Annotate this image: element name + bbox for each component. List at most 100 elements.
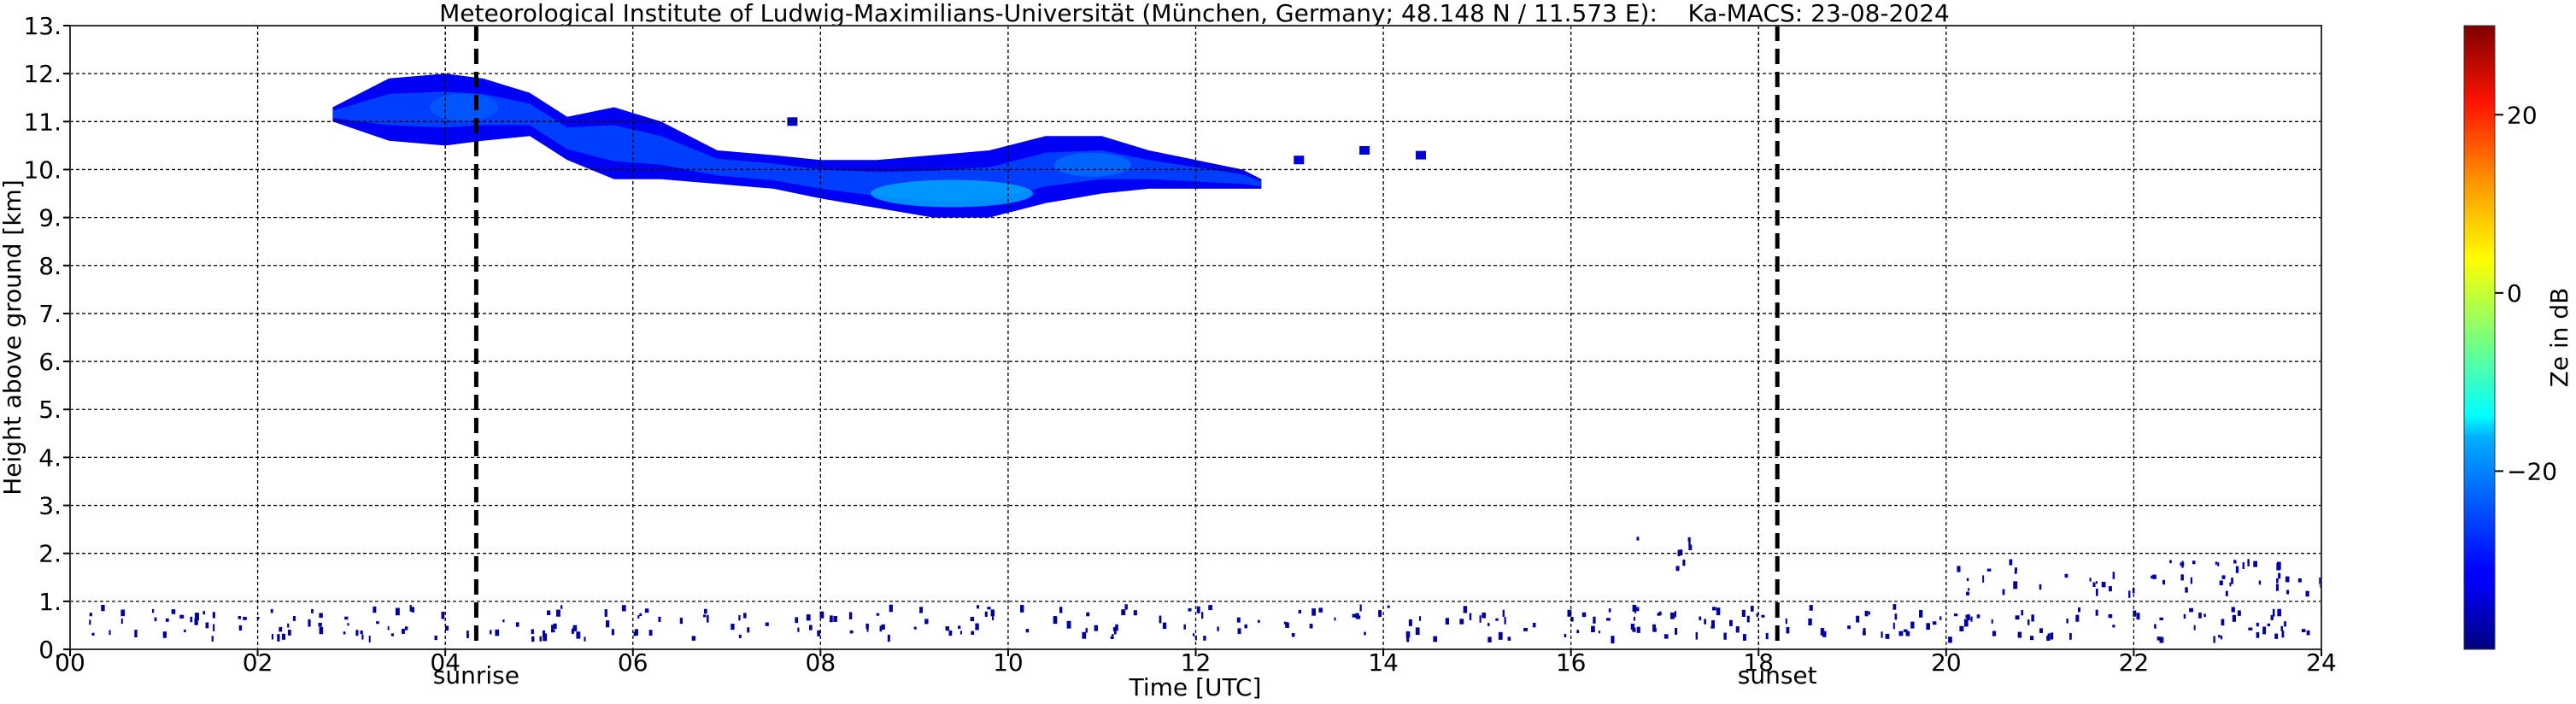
clutter-speckle (1236, 617, 1241, 623)
clutter-speckle (165, 618, 169, 622)
clutter-speckle (1741, 609, 1746, 618)
clutter-speckle (1406, 637, 1410, 642)
clutter-speckle (703, 608, 707, 614)
clutter-speckle (212, 612, 215, 619)
colorbar: 20 0 −20 Ze in dB (2463, 25, 2573, 650)
clutter-speckle (1658, 611, 1662, 616)
clutter-speckle (1986, 568, 1992, 572)
clutter-speckle (319, 626, 324, 635)
clutter-speckle (1570, 617, 1574, 622)
clutter-speckle (1682, 560, 1686, 566)
y-axis-label: Height above ground [km] (0, 179, 26, 496)
clutter-speckle (2256, 631, 2260, 638)
clutter-speckle (277, 634, 280, 642)
chart-title: Meteorological Institute of Ludwig-Maxim… (439, 0, 1950, 27)
y-tick-label: 2. (38, 540, 62, 568)
clutter-speckle (2270, 614, 2274, 620)
clutter-speckle (848, 612, 853, 619)
clutter-speckle (2017, 631, 2022, 638)
clutter-speckle (731, 624, 735, 631)
clutter-speckle (2217, 562, 2220, 566)
clutter-speckle (281, 633, 286, 640)
clutter-speckle (194, 618, 198, 625)
clutter-speckle (1957, 566, 1961, 572)
clutter-speckle (2015, 615, 2020, 620)
clutter-speckle (1632, 627, 1636, 632)
clutter-speckle (1742, 634, 1746, 641)
clutter-speckle (1761, 614, 1765, 618)
clutter-speckle (495, 629, 500, 637)
clutter-speckle (1318, 607, 1323, 613)
clutter-speckle (1159, 615, 1162, 624)
clutter-speckle (2278, 572, 2281, 579)
clutter-speckle (2306, 630, 2310, 636)
echo-fragment (1416, 150, 1426, 160)
clutter-speckle (1688, 544, 1693, 550)
clutter-speckle (368, 635, 371, 642)
clutter-speckle (1723, 632, 1727, 640)
cloud-core (1053, 152, 1131, 177)
clutter-speckle (644, 608, 649, 613)
x-tick-label: 14 (1368, 648, 1399, 677)
clutter-speckle (444, 625, 449, 631)
clutter-speckle (1433, 636, 1438, 642)
x-tick-label: 24 (2306, 648, 2337, 677)
colorbar-ticks: 20 0 −20 (2495, 101, 2557, 485)
clutter-speckle (1532, 623, 1536, 628)
y-tick-label: 9. (38, 204, 62, 232)
clutter-speckle (2277, 608, 2281, 617)
clutter-speckle (1257, 619, 1260, 623)
clutter-speckle (987, 607, 991, 610)
clutter-speckle (91, 632, 95, 636)
clutter-speckle (611, 629, 614, 636)
clutter-speckle (1634, 606, 1637, 613)
clutter-speckle (2095, 589, 2098, 596)
colorbar-tick-label: −20 (2507, 457, 2557, 485)
clutter-speckle (2233, 560, 2237, 564)
clutter-speckle (1746, 615, 1750, 623)
clutter-speckle (2183, 613, 2186, 619)
clutter-speckle (515, 622, 519, 627)
clutter-speckle (679, 618, 684, 625)
x-axis-ticks: 00 02 04 06 08 10 12 14 16 18 20 22 24 (55, 648, 2337, 677)
clutter-speckle (1982, 575, 1985, 583)
clutter-speckle (2180, 562, 2185, 566)
clutter-speckle (1418, 616, 1422, 621)
clutter-speckle (2039, 628, 2044, 633)
clutter-speckle (887, 634, 890, 642)
clutter-speckle (1847, 625, 1851, 630)
clutter-speckle (531, 629, 534, 635)
clutter-speckle (1959, 625, 1964, 631)
clutter-speckle (2253, 560, 2257, 567)
clutter-speckle (395, 607, 400, 616)
cloud-layer-interior (332, 91, 1262, 202)
clutter-speckle (1820, 628, 1825, 636)
clutter-speckle (1674, 611, 1676, 618)
clutter-speckle (1669, 612, 1675, 619)
clutter-speckle (2275, 584, 2280, 591)
grid-lines (70, 26, 2321, 649)
clutter-speckle (2319, 578, 2321, 584)
clutter-speckle (194, 613, 199, 621)
clutter-speckle (795, 617, 799, 624)
clutter-speckle (913, 626, 917, 630)
clutter-speckle (959, 631, 962, 635)
clutter-speckle (1025, 628, 1030, 633)
clutter-speckle (2248, 627, 2253, 631)
echo-fragment (787, 117, 798, 126)
clutter-speckle (387, 626, 390, 631)
clutter-speckle (205, 622, 209, 629)
clutter-speckle (924, 619, 929, 625)
clutter-speckle (2112, 572, 2115, 579)
clutter-speckle (2151, 575, 2156, 579)
clutter-speckle (876, 613, 880, 616)
clutter-speckle (1504, 617, 1506, 625)
clutter-speckle (991, 616, 995, 620)
clutter-speckle (213, 624, 215, 631)
clutter-speckle (2189, 607, 2193, 613)
clutter-speckle (2301, 629, 2306, 633)
clutter-speckle (806, 614, 811, 621)
clutter-speckle (2267, 623, 2271, 626)
clutter-speckle (1196, 606, 1200, 613)
clutter-speckle (2221, 575, 2226, 579)
